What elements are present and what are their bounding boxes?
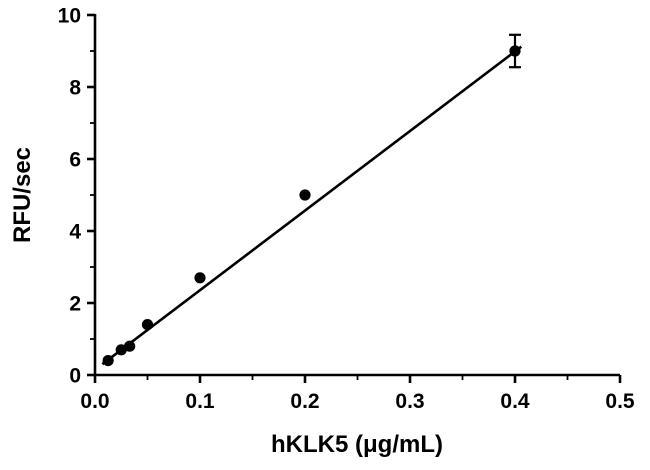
chart-plot-layer: 0.0 0.1 0.2 0.3 0.4 0.5 0 2 4 6 8 10 [58,5,635,414]
data-point [299,189,311,201]
data-point [102,355,114,367]
x-tick-label: 0.4 [500,390,530,413]
x-tick-label: 0.3 [395,390,424,413]
x-tick-label: 0.0 [80,390,109,413]
data-point [141,319,154,331]
x-tick-label: 0.5 [605,390,635,413]
y-tick-label: 10 [58,5,81,28]
y-axis-title: RFU/sec [9,147,36,243]
x-tick-label: 0.1 [185,390,215,413]
y-tick-label: 2 [69,293,81,316]
y-tick-label: 6 [69,149,81,172]
y-tick-label: 4 [69,221,81,244]
data-point [194,272,206,284]
y-tick-label: 0 [69,365,81,388]
data-point [509,45,521,57]
y-tick-label: 8 [69,77,81,100]
data-point [124,340,136,352]
x-tick-label: 0.2 [290,390,319,413]
data-point [115,344,127,356]
fit-line [101,45,523,366]
x-axis-title: hKLK5 (μg/mL) [271,431,443,458]
